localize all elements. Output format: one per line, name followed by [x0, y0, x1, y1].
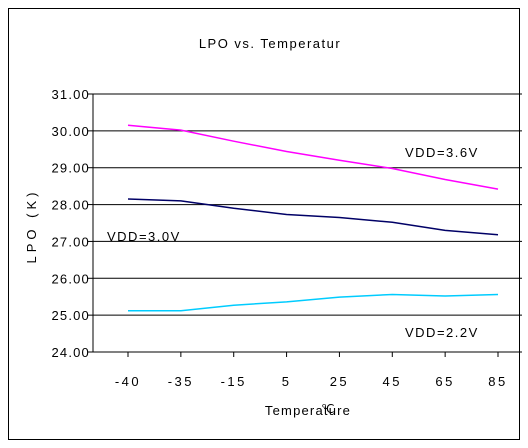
x-axis-label: Temperature℃ — [265, 402, 351, 418]
y-tick-label: 24.00 — [51, 345, 90, 360]
y-tick-label: 28.00 — [51, 198, 90, 213]
y-axis-label: LPO (K) — [24, 189, 39, 264]
chart-title: LPO vs. Temperatur — [199, 36, 341, 51]
series-line — [128, 293, 499, 312]
x-axis-label-text: Temperature — [265, 403, 351, 418]
series-line — [127, 198, 499, 236]
x-tick-label: -35 — [168, 374, 194, 389]
x-tick-label: 65 — [435, 374, 454, 389]
x-tick-label: 85 — [488, 374, 507, 389]
y-tick-label: 25.00 — [51, 308, 90, 323]
series-label: VDD=3.6V — [405, 145, 479, 160]
x-tick-labels: -40 -35 -15 5 25 45 65 85 — [115, 374, 507, 389]
grid-lines — [93, 93, 522, 353]
series-label: VDD=2.2V — [405, 325, 479, 340]
x-tick-label: 45 — [383, 374, 402, 389]
x-axis-unit-glyph: ℃ — [321, 402, 336, 416]
y-tick-label: 29.00 — [51, 161, 90, 176]
series-line — [127, 124, 499, 190]
y-tick-label: 30.00 — [51, 124, 90, 139]
axes — [88, 93, 499, 357]
series-lines — [127, 124, 499, 312]
y-tick-label: 31.00 — [51, 87, 90, 102]
y-tick-label: 26.00 — [51, 271, 90, 286]
x-tick-label: -15 — [221, 374, 247, 389]
x-tick-label: 25 — [330, 374, 349, 389]
y-tick-label: 27.00 — [51, 234, 90, 249]
y-tick-labels: 24.00 25.00 26.00 27.00 28.00 29.00 30.00 31.00 — [51, 87, 90, 360]
series-label: VDD=3.0V — [107, 229, 181, 244]
series-labels: VDD=3.6V VDD=3.0V VDD=2.2V — [107, 145, 479, 340]
x-tick-label: -40 — [115, 374, 141, 389]
x-tick-label: 5 — [282, 374, 292, 389]
